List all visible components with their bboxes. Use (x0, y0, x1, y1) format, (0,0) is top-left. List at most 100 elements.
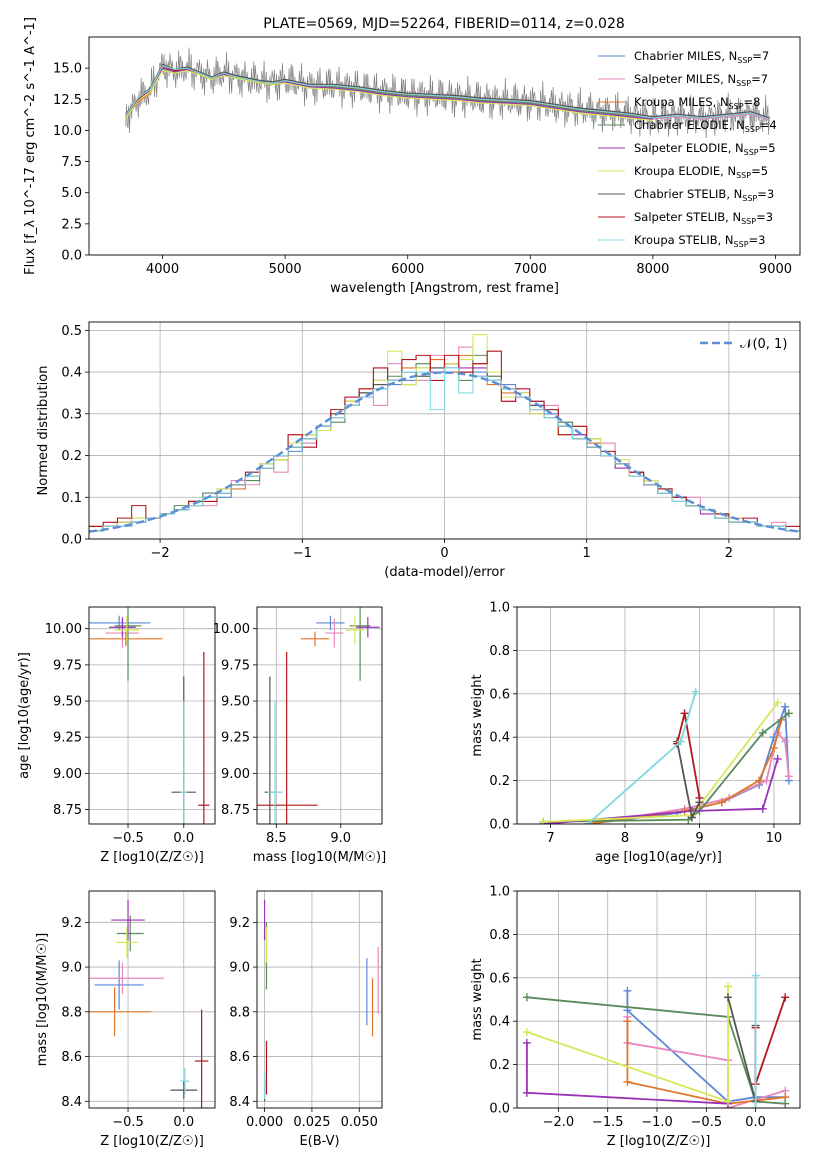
y-tick-label: 9.00 (53, 767, 82, 782)
errorbar-point-kroupa-elodie (114, 615, 140, 645)
weight-marker-kroupa-elodie (539, 817, 548, 824)
weight-marker-kroupa-stelib (691, 687, 700, 696)
y-tick-label: 0.8 (489, 928, 510, 943)
x-axis-label: Z [log10(Z/Z☉)] (607, 1134, 711, 1149)
weight-marker-salpeter-miles (762, 776, 771, 785)
weight-marker-kroupa-miles (623, 1077, 632, 1086)
x-axis-label: Z [log10(Z/Z☉)] (100, 850, 204, 865)
x-tick-label: 8000 (636, 262, 669, 277)
x-tick-label: 6000 (391, 262, 424, 277)
x-tick-label: 10 (766, 831, 783, 846)
weight-marker-kroupa-miles (623, 1017, 632, 1026)
panel-residuals: −2 −1 0 1 2 0.0 0.1 0.2 0.3 0.4 0.5 (data-model)/er… (36, 321, 801, 580)
y-tick-label: 8.75 (221, 803, 250, 818)
legend-label-chabrier-elodie: Chabrier ELODIE, NSSP=4 (634, 118, 777, 134)
weight-marker-salpeter-elodie (773, 754, 782, 763)
errorbar-point-kroupa-elodie (115, 926, 139, 959)
y-tick-label: 0.0 (489, 1102, 510, 1117)
plot-area (263, 899, 379, 1102)
errorbar-point-kroupa-stelib (267, 701, 283, 824)
x-tick-label: 0.050 (341, 1115, 378, 1130)
x-tick-label: 0.0 (173, 831, 194, 846)
x-axis-label: mass [log10(M/M☉)] (253, 850, 386, 865)
legend-label-kroupa-miles: Kroupa MILES, NSSP=8 (634, 95, 760, 111)
x-axis-label: Z [log10(Z/Z☉)] (100, 1134, 204, 1149)
weight-marker-salpeter-elodie (758, 804, 767, 813)
weight-line-kroupa-miles (626, 1021, 786, 1105)
y-tick-label: 8.6 (229, 1050, 250, 1065)
histogram-kroupa-stelib (89, 367, 800, 532)
y-tick-label: 9.2 (61, 916, 82, 931)
axes-frame (88, 606, 216, 825)
y-tick-label: 12.5 (53, 93, 82, 108)
plot-area (125, 47, 770, 139)
x-tick-label: 9.0 (330, 831, 351, 846)
weight-marker-chabrier-stelib (724, 993, 733, 1002)
weight-marker-chabrier-elodie (781, 1099, 790, 1108)
y-tick-label: 1.0 (489, 885, 510, 900)
y-tick-label: 8.8 (61, 1005, 82, 1020)
weight-marker-chabrier-stelib (688, 813, 697, 822)
weight-marker-salpeter-stelib (781, 993, 790, 1002)
y-tick-label: 9.75 (221, 658, 250, 673)
y-tick-label: 0.6 (489, 687, 510, 702)
y-axis-label: Flux [f_λ 10^-17 erg cm^-2 s^-1 A^-1] (23, 17, 38, 275)
panel-age_vs_mass: 8.5 9.0 8.75 9.00 9.25 9.50 9.75 10.00 mass [log… (213, 606, 386, 865)
series-line-salpeter-elodie (125, 67, 653, 120)
x-tick-label: 2 (725, 546, 733, 561)
y-tick-label: 0.2 (489, 1058, 510, 1073)
y-tick-label: 0.6 (489, 971, 510, 986)
errorbar-point-chabrier-miles (94, 960, 144, 1010)
errorbar-point-salpeter-miles (89, 962, 164, 994)
x-axis-label: E(B-V) (299, 1134, 339, 1149)
x-tick-label: 5000 (269, 262, 302, 277)
weight-marker-salpeter-stelib (695, 793, 704, 802)
panel-weight_vs_z: −2.0 −1.5 −1.0 −0.5 0.0 0.0 0.2 0.4 0.6 0.8 1.0 Z [… (470, 885, 801, 1149)
axes-frame (516, 890, 801, 1109)
errorbar-point-salpeter-elodie (111, 899, 145, 941)
weight-marker-chabrier-elodie (522, 993, 531, 1002)
y-tick-label: 0.1 (61, 491, 82, 506)
x-tick-label: −0.5 (112, 1115, 144, 1130)
plot-area (89, 333, 800, 533)
panel-spectrum: 4000 5000 6000 7000 8000 9000 0.0 2.5 5.0 7.5 10.0… (23, 17, 801, 296)
y-tick-label: 7.5 (61, 155, 82, 170)
errorbar-point-salpeter-miles (325, 618, 344, 648)
weight-marker-kroupa-stelib (676, 737, 685, 746)
legend-label-kroupa-elodie: Kroupa ELODIE, NSSP=5 (634, 164, 768, 180)
legend-label-chabrier-miles: Chabrier MILES, NSSP=7 (634, 49, 769, 65)
x-tick-label: 0.0 (173, 1115, 194, 1130)
weight-marker-kroupa-stelib (751, 1104, 760, 1108)
x-tick-label: −0.5 (112, 831, 144, 846)
errorbar-point-chabrier-miles (316, 615, 345, 631)
x-tick-label: 7000 (514, 262, 547, 277)
x-tick-label: −0.5 (691, 1115, 723, 1130)
legend-label-salpeter-miles: Salpeter MILES, NSSP=7 (634, 72, 768, 88)
series-line-kroupa-elodie (125, 69, 653, 122)
x-tick-label: −1 (293, 546, 312, 561)
y-axis-label: Normed distribution (36, 366, 51, 496)
x-axis-label: age [log10(age/yr)] (595, 850, 722, 865)
weight-line-salpeter-elodie (543, 758, 779, 824)
y-tick-label: 8.4 (61, 1095, 82, 1110)
plot-area (89, 899, 209, 1108)
weight-marker-salpeter-miles (781, 737, 790, 746)
y-tick-label: 9.25 (53, 731, 82, 746)
y-tick-label: 8.4 (229, 1095, 250, 1110)
axes-frame (516, 606, 801, 825)
y-axis-label: mass weight (470, 958, 485, 1040)
errorbar-point-chabrier-elodie (116, 915, 144, 952)
series-line-chabrier-stelib (125, 63, 770, 119)
x-axis-label: wavelength [Angstrom, rest frame] (330, 281, 559, 296)
y-tick-label: 10.00 (213, 622, 250, 637)
weight-marker-kroupa-elodie (773, 698, 782, 707)
plot-area (89, 607, 210, 824)
series-line-kroupa-stelib (125, 64, 770, 120)
plot-area (522, 971, 790, 1108)
weight-marker-kroupa-stelib (751, 971, 760, 980)
y-tick-label: 0.2 (489, 774, 510, 789)
weight-marker-chabrier-miles (781, 702, 790, 711)
normal-curve-line (89, 371, 800, 533)
y-tick-label: 0.0 (61, 249, 82, 264)
legend-label-kroupa-stelib: Kroupa STELIB, NSSP=3 (634, 233, 765, 249)
